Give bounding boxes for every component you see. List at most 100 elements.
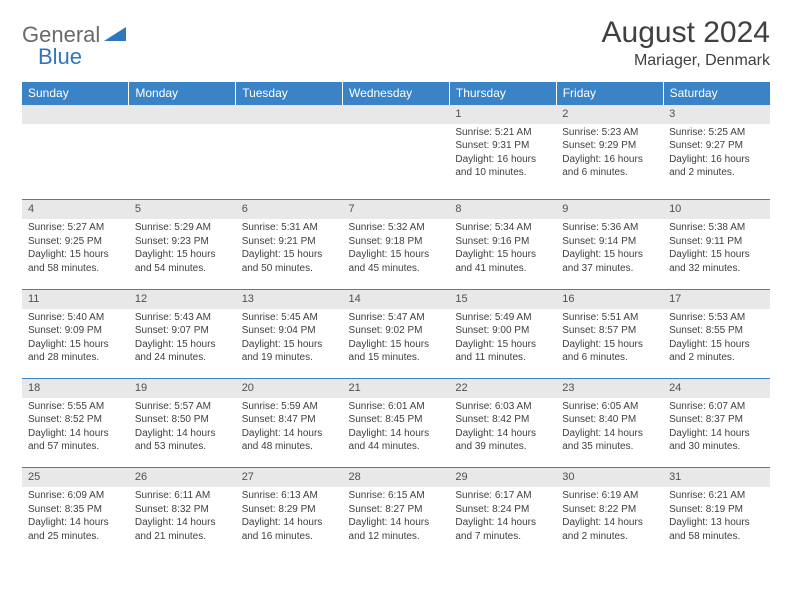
day-number-cell: 30 <box>556 468 663 487</box>
day-detail-cell: Sunrise: 5:29 AMSunset: 9:23 PMDaylight:… <box>129 219 236 289</box>
day-detail-cell: Sunrise: 6:03 AMSunset: 8:42 PMDaylight:… <box>449 398 556 468</box>
day-header: Saturday <box>663 82 770 105</box>
sunset-text: Sunset: 8:45 PM <box>349 413 444 427</box>
day-number-cell: 10 <box>663 200 770 219</box>
daylight-text: Daylight: 16 hours and 10 minutes. <box>455 153 550 180</box>
day-header: Sunday <box>22 82 129 105</box>
sunset-text: Sunset: 8:37 PM <box>669 413 764 427</box>
sunrise-text: Sunrise: 5:51 AM <box>562 311 657 325</box>
sunrise-text: Sunrise: 5:49 AM <box>455 311 550 325</box>
sunrise-text: Sunrise: 5:47 AM <box>349 311 444 325</box>
day-number-cell: 11 <box>22 289 129 308</box>
sunset-text: Sunset: 9:31 PM <box>455 139 550 153</box>
sunset-text: Sunset: 8:27 PM <box>349 503 444 517</box>
page-title: August 2024 <box>602 16 770 50</box>
daylight-text: Daylight: 15 hours and 11 minutes. <box>455 338 550 365</box>
daylight-text: Daylight: 15 hours and 45 minutes. <box>349 248 444 275</box>
day-detail-cell: Sunrise: 6:13 AMSunset: 8:29 PMDaylight:… <box>236 487 343 557</box>
sunrise-text: Sunrise: 5:59 AM <box>242 400 337 414</box>
sunrise-text: Sunrise: 5:27 AM <box>28 221 123 235</box>
sunset-text: Sunset: 9:04 PM <box>242 324 337 338</box>
sunrise-text: Sunrise: 5:53 AM <box>669 311 764 325</box>
sunset-text: Sunset: 8:19 PM <box>669 503 764 517</box>
sunset-text: Sunset: 9:25 PM <box>28 235 123 249</box>
day-number-cell: 6 <box>236 200 343 219</box>
day-number-cell: 14 <box>343 289 450 308</box>
sunset-text: Sunset: 8:55 PM <box>669 324 764 338</box>
day-number-cell: 4 <box>22 200 129 219</box>
day-header: Tuesday <box>236 82 343 105</box>
sunrise-text: Sunrise: 5:29 AM <box>135 221 230 235</box>
sunrise-text: Sunrise: 5:45 AM <box>242 311 337 325</box>
day-detail-cell: Sunrise: 5:23 AMSunset: 9:29 PMDaylight:… <box>556 124 663 200</box>
sunrise-text: Sunrise: 6:07 AM <box>669 400 764 414</box>
sunrise-text: Sunrise: 5:25 AM <box>669 126 764 140</box>
sunset-text: Sunset: 9:02 PM <box>349 324 444 338</box>
sunrise-text: Sunrise: 6:15 AM <box>349 489 444 503</box>
sunset-text: Sunset: 8:24 PM <box>455 503 550 517</box>
day-number-cell: 27 <box>236 468 343 487</box>
daylight-text: Daylight: 16 hours and 6 minutes. <box>562 153 657 180</box>
day-detail-cell: Sunrise: 6:11 AMSunset: 8:32 PMDaylight:… <box>129 487 236 557</box>
day-number-cell: 22 <box>449 379 556 398</box>
daylight-text: Daylight: 15 hours and 15 minutes. <box>349 338 444 365</box>
calendar-head: SundayMondayTuesdayWednesdayThursdayFrid… <box>22 82 770 105</box>
sunset-text: Sunset: 9:14 PM <box>562 235 657 249</box>
day-detail-cell <box>236 124 343 200</box>
daylight-text: Daylight: 16 hours and 2 minutes. <box>669 153 764 180</box>
daylight-text: Daylight: 15 hours and 41 minutes. <box>455 248 550 275</box>
day-detail-cell: Sunrise: 5:40 AMSunset: 9:09 PMDaylight:… <box>22 309 129 379</box>
daylight-text: Daylight: 14 hours and 53 minutes. <box>135 427 230 454</box>
day-number-cell: 21 <box>343 379 450 398</box>
sunrise-text: Sunrise: 5:31 AM <box>242 221 337 235</box>
sunset-text: Sunset: 9:00 PM <box>455 324 550 338</box>
daylight-text: Daylight: 14 hours and 2 minutes. <box>562 516 657 543</box>
day-header: Monday <box>129 82 236 105</box>
day-detail-cell: Sunrise: 5:57 AMSunset: 8:50 PMDaylight:… <box>129 398 236 468</box>
daylight-text: Daylight: 15 hours and 19 minutes. <box>242 338 337 365</box>
sunrise-text: Sunrise: 6:01 AM <box>349 400 444 414</box>
day-detail-cell: Sunrise: 5:25 AMSunset: 9:27 PMDaylight:… <box>663 124 770 200</box>
day-number-cell: 23 <box>556 379 663 398</box>
day-number-cell: 29 <box>449 468 556 487</box>
day-detail-cell: Sunrise: 5:51 AMSunset: 8:57 PMDaylight:… <box>556 309 663 379</box>
day-detail-cell: Sunrise: 5:43 AMSunset: 9:07 PMDaylight:… <box>129 309 236 379</box>
day-number-cell: 25 <box>22 468 129 487</box>
day-number-cell: 24 <box>663 379 770 398</box>
day-number-cell: 15 <box>449 289 556 308</box>
sunrise-text: Sunrise: 6:05 AM <box>562 400 657 414</box>
day-detail-cell: Sunrise: 5:31 AMSunset: 9:21 PMDaylight:… <box>236 219 343 289</box>
sunset-text: Sunset: 8:47 PM <box>242 413 337 427</box>
day-detail-cell <box>129 124 236 200</box>
sunrise-text: Sunrise: 5:21 AM <box>455 126 550 140</box>
day-number-cell: 26 <box>129 468 236 487</box>
day-number-cell: 31 <box>663 468 770 487</box>
daylight-text: Daylight: 14 hours and 30 minutes. <box>669 427 764 454</box>
day-detail-cell: Sunrise: 5:38 AMSunset: 9:11 PMDaylight:… <box>663 219 770 289</box>
sunset-text: Sunset: 8:32 PM <box>135 503 230 517</box>
day-detail-cell: Sunrise: 5:21 AMSunset: 9:31 PMDaylight:… <box>449 124 556 200</box>
day-detail-cell: Sunrise: 6:07 AMSunset: 8:37 PMDaylight:… <box>663 398 770 468</box>
sunrise-text: Sunrise: 5:34 AM <box>455 221 550 235</box>
daylight-text: Daylight: 15 hours and 58 minutes. <box>28 248 123 275</box>
day-header: Wednesday <box>343 82 450 105</box>
calendar-body: 123Sunrise: 5:21 AMSunset: 9:31 PMDaylig… <box>22 105 770 558</box>
day-number-cell: 5 <box>129 200 236 219</box>
sunrise-text: Sunrise: 5:40 AM <box>28 311 123 325</box>
day-number-cell: 8 <box>449 200 556 219</box>
day-number-cell: 19 <box>129 379 236 398</box>
daylight-text: Daylight: 14 hours and 44 minutes. <box>349 427 444 454</box>
title-block: August 2024 Mariager, Denmark <box>602 16 770 70</box>
sunrise-text: Sunrise: 6:19 AM <box>562 489 657 503</box>
daylight-text: Daylight: 15 hours and 32 minutes. <box>669 248 764 275</box>
day-number-cell: 9 <box>556 200 663 219</box>
day-number-cell: 16 <box>556 289 663 308</box>
sunset-text: Sunset: 9:09 PM <box>28 324 123 338</box>
daylight-text: Daylight: 15 hours and 6 minutes. <box>562 338 657 365</box>
sunset-text: Sunset: 8:52 PM <box>28 413 123 427</box>
day-detail-cell: Sunrise: 6:15 AMSunset: 8:27 PMDaylight:… <box>343 487 450 557</box>
location-label: Mariager, Denmark <box>602 52 770 70</box>
daylight-text: Daylight: 14 hours and 12 minutes. <box>349 516 444 543</box>
sunset-text: Sunset: 8:29 PM <box>242 503 337 517</box>
day-number-cell: 20 <box>236 379 343 398</box>
